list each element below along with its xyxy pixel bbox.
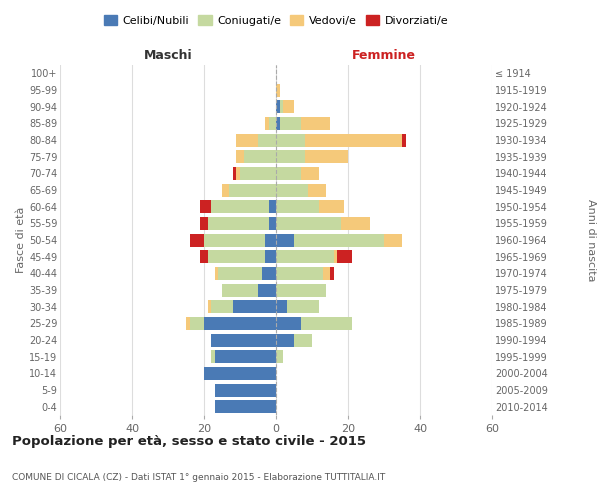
Bar [402,134,406,146]
Bar [294,234,384,246]
Bar [276,334,294,346]
Bar [215,350,276,363]
Bar [276,184,308,196]
Y-axis label: Fasce di età: Fasce di età [16,207,26,273]
Bar [200,250,208,263]
Bar [190,317,204,330]
Legend: Celibi/Nubili, Coniugati/e, Vedovi/e, Divorziati/e: Celibi/Nubili, Coniugati/e, Vedovi/e, Di… [100,10,452,30]
Text: COMUNE DI CICALA (CZ) - Dati ISTAT 1° gennaio 2015 - Elaborazione TUTTITALIA.IT: COMUNE DI CICALA (CZ) - Dati ISTAT 1° ge… [12,473,385,482]
Bar [218,267,262,280]
Bar [276,284,326,296]
Bar [222,184,229,196]
Bar [211,200,269,213]
Bar [280,117,301,130]
Bar [276,100,280,113]
Bar [276,117,280,130]
Bar [323,267,330,280]
Bar [276,167,301,180]
Bar [233,300,276,313]
Bar [190,234,204,246]
Bar [258,134,276,146]
Bar [276,217,341,230]
Bar [280,100,283,113]
Bar [305,134,402,146]
Bar [215,267,218,280]
Bar [334,250,337,263]
Bar [236,167,240,180]
Bar [330,267,334,280]
Y-axis label: Anni di nascita: Anni di nascita [586,198,596,281]
Bar [236,150,244,163]
Bar [384,234,402,246]
Bar [222,284,258,296]
Bar [200,217,208,230]
Bar [208,217,269,230]
Bar [211,300,233,313]
Bar [262,267,276,280]
Bar [204,234,265,246]
Bar [276,234,294,246]
Bar [305,150,348,163]
Bar [265,234,276,246]
Bar [319,200,344,213]
Bar [233,167,236,180]
Bar [337,250,352,263]
Bar [276,150,305,163]
Bar [276,84,280,96]
Bar [204,317,276,330]
Bar [208,250,265,263]
Bar [287,300,319,313]
Bar [204,367,276,380]
Bar [294,334,312,346]
Bar [215,400,276,413]
Bar [186,317,190,330]
Bar [211,334,276,346]
Bar [283,100,294,113]
Bar [269,117,276,130]
Bar [240,167,276,180]
Bar [258,284,276,296]
Bar [276,350,283,363]
Bar [276,134,305,146]
Bar [301,317,352,330]
Bar [341,217,370,230]
Bar [269,217,276,230]
Text: Femmine: Femmine [352,48,416,62]
Bar [208,300,211,313]
Bar [301,117,330,130]
Bar [301,167,319,180]
Text: Popolazione per età, sesso e stato civile - 2015: Popolazione per età, sesso e stato civil… [12,435,366,448]
Bar [276,200,319,213]
Bar [308,184,326,196]
Text: Maschi: Maschi [143,48,193,62]
Bar [215,384,276,396]
Bar [229,184,276,196]
Bar [211,350,215,363]
Bar [276,267,323,280]
Bar [269,200,276,213]
Bar [265,250,276,263]
Bar [276,317,301,330]
Bar [276,300,287,313]
Bar [200,200,211,213]
Bar [244,150,276,163]
Bar [236,134,258,146]
Bar [265,117,269,130]
Bar [276,250,334,263]
